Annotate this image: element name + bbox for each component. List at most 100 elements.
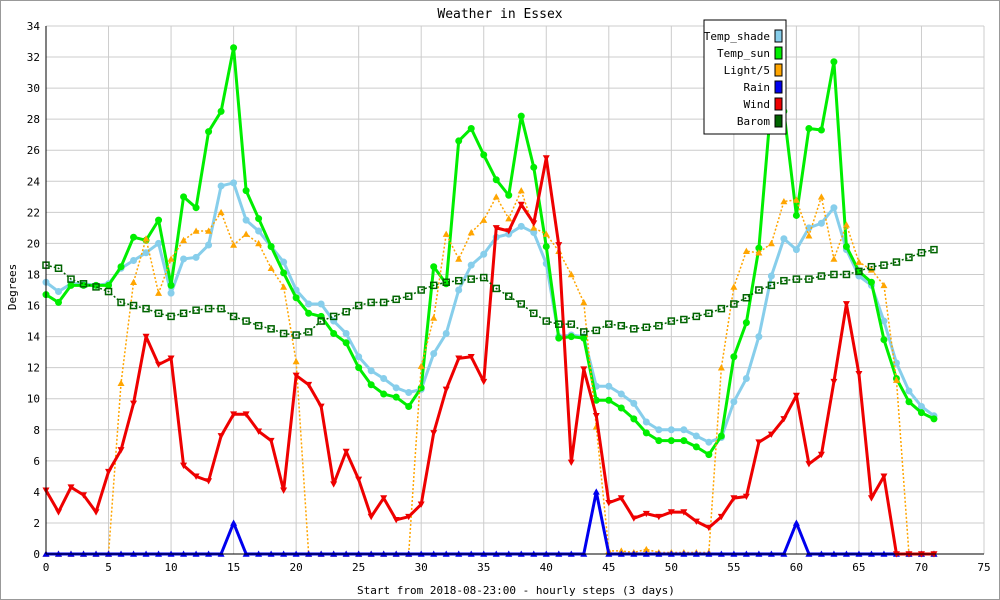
y-tick-label: 2 [33,517,40,530]
wind-point [142,333,150,341]
barom-line [45,248,935,336]
wind-point [580,366,588,373]
light-5-point [792,196,800,203]
temp-sun-point [717,432,725,440]
legend-label: Wind [744,98,771,111]
light-5-point [155,289,163,296]
temp-shade-point [317,300,325,308]
light-5-point [480,216,488,223]
wind-point [467,353,475,361]
barom-point [367,298,375,307]
temp-shade-point [767,272,775,280]
temp-sun-point [230,44,238,52]
temp-sun-point [880,336,888,344]
barom-point [342,307,350,316]
wind-point [417,501,425,508]
temp-shade-point [830,204,838,212]
x-tick-label: 50 [665,561,678,574]
barom-point [429,281,438,290]
light-5-point [280,283,288,290]
barom-point [580,328,588,336]
barom-point [167,312,175,321]
x-tick-label: 70 [915,561,928,574]
barom-point [817,272,826,280]
barom-point [555,320,563,328]
wind-point [167,355,175,362]
temp-sun-point [392,393,400,401]
temp-sun-point [567,333,575,341]
temp-sun-point [180,193,188,201]
barom-point [254,321,263,330]
barom-point [842,270,851,279]
temp-sun-point [730,353,738,361]
light-5-point [217,208,225,216]
wind-point [542,155,550,162]
wind-point [867,495,875,502]
wind-point [55,509,63,516]
y-tick-label: 34 [27,20,41,33]
temp-sun-point [805,124,813,132]
temp-sun-point [905,398,913,406]
temp-shade-point [205,241,213,249]
temp-shade-point [517,222,525,230]
temp-shade-point [242,216,250,224]
temp-shade-point [142,249,150,257]
wind-point [130,400,138,407]
wind-point [492,225,500,232]
barom-point [104,287,113,296]
y-tick-label: 22 [27,206,40,219]
barom-point [930,245,938,254]
barom-point [92,283,100,291]
wind-point [855,371,863,378]
x-tick-label: 65 [852,561,865,574]
barom-point [705,309,713,318]
barom-point [129,301,138,310]
temp-shade-point [705,438,713,446]
barom-point [767,281,776,290]
temp-shade-point [917,402,925,410]
x-tick-label: 15 [227,561,240,574]
light-5-point [642,545,650,553]
wind-point [505,228,513,235]
wind-point [767,431,775,438]
wind-point [555,242,563,249]
temp-sun-point [555,334,563,342]
temp-sun-point [817,126,825,134]
legend-swatch [774,63,783,77]
temp-shade-point [792,246,800,254]
wind-point [642,510,650,518]
light-5-point [467,229,475,236]
light-5-point [117,379,125,386]
temp-shade-point [180,255,188,263]
temp-sun-point [667,437,675,445]
axes [45,26,984,555]
temp-shade-point [230,179,238,187]
y-tick-label: 10 [27,393,40,406]
wind-point [280,487,288,494]
barom-point [567,320,576,328]
light-5-point [430,314,438,321]
barom-point [667,317,676,325]
wind-point [680,509,688,516]
temp-sun-point [105,281,113,289]
barom-point [292,331,300,339]
barom-point [192,306,200,314]
light-5-point [742,247,750,254]
temp-shade-point [130,256,138,264]
legend-label: Temp_shade [704,30,770,43]
temp-sun-point [830,58,838,66]
temp-sun-point [680,437,688,445]
y-tick-label: 30 [27,82,40,95]
temp-sun-point [917,409,925,417]
barom-point [329,312,338,321]
temp-sun-point [692,443,700,451]
temp-shade-point [155,239,163,247]
y-tick-label: 28 [27,113,40,126]
x-tick-label: 5 [105,561,112,574]
wind-point [792,392,800,400]
barom-point [605,320,613,328]
temp-shade-point [605,382,613,390]
temp-sun-point [542,243,550,251]
light-5-point [167,255,175,262]
wind-point [217,433,225,440]
